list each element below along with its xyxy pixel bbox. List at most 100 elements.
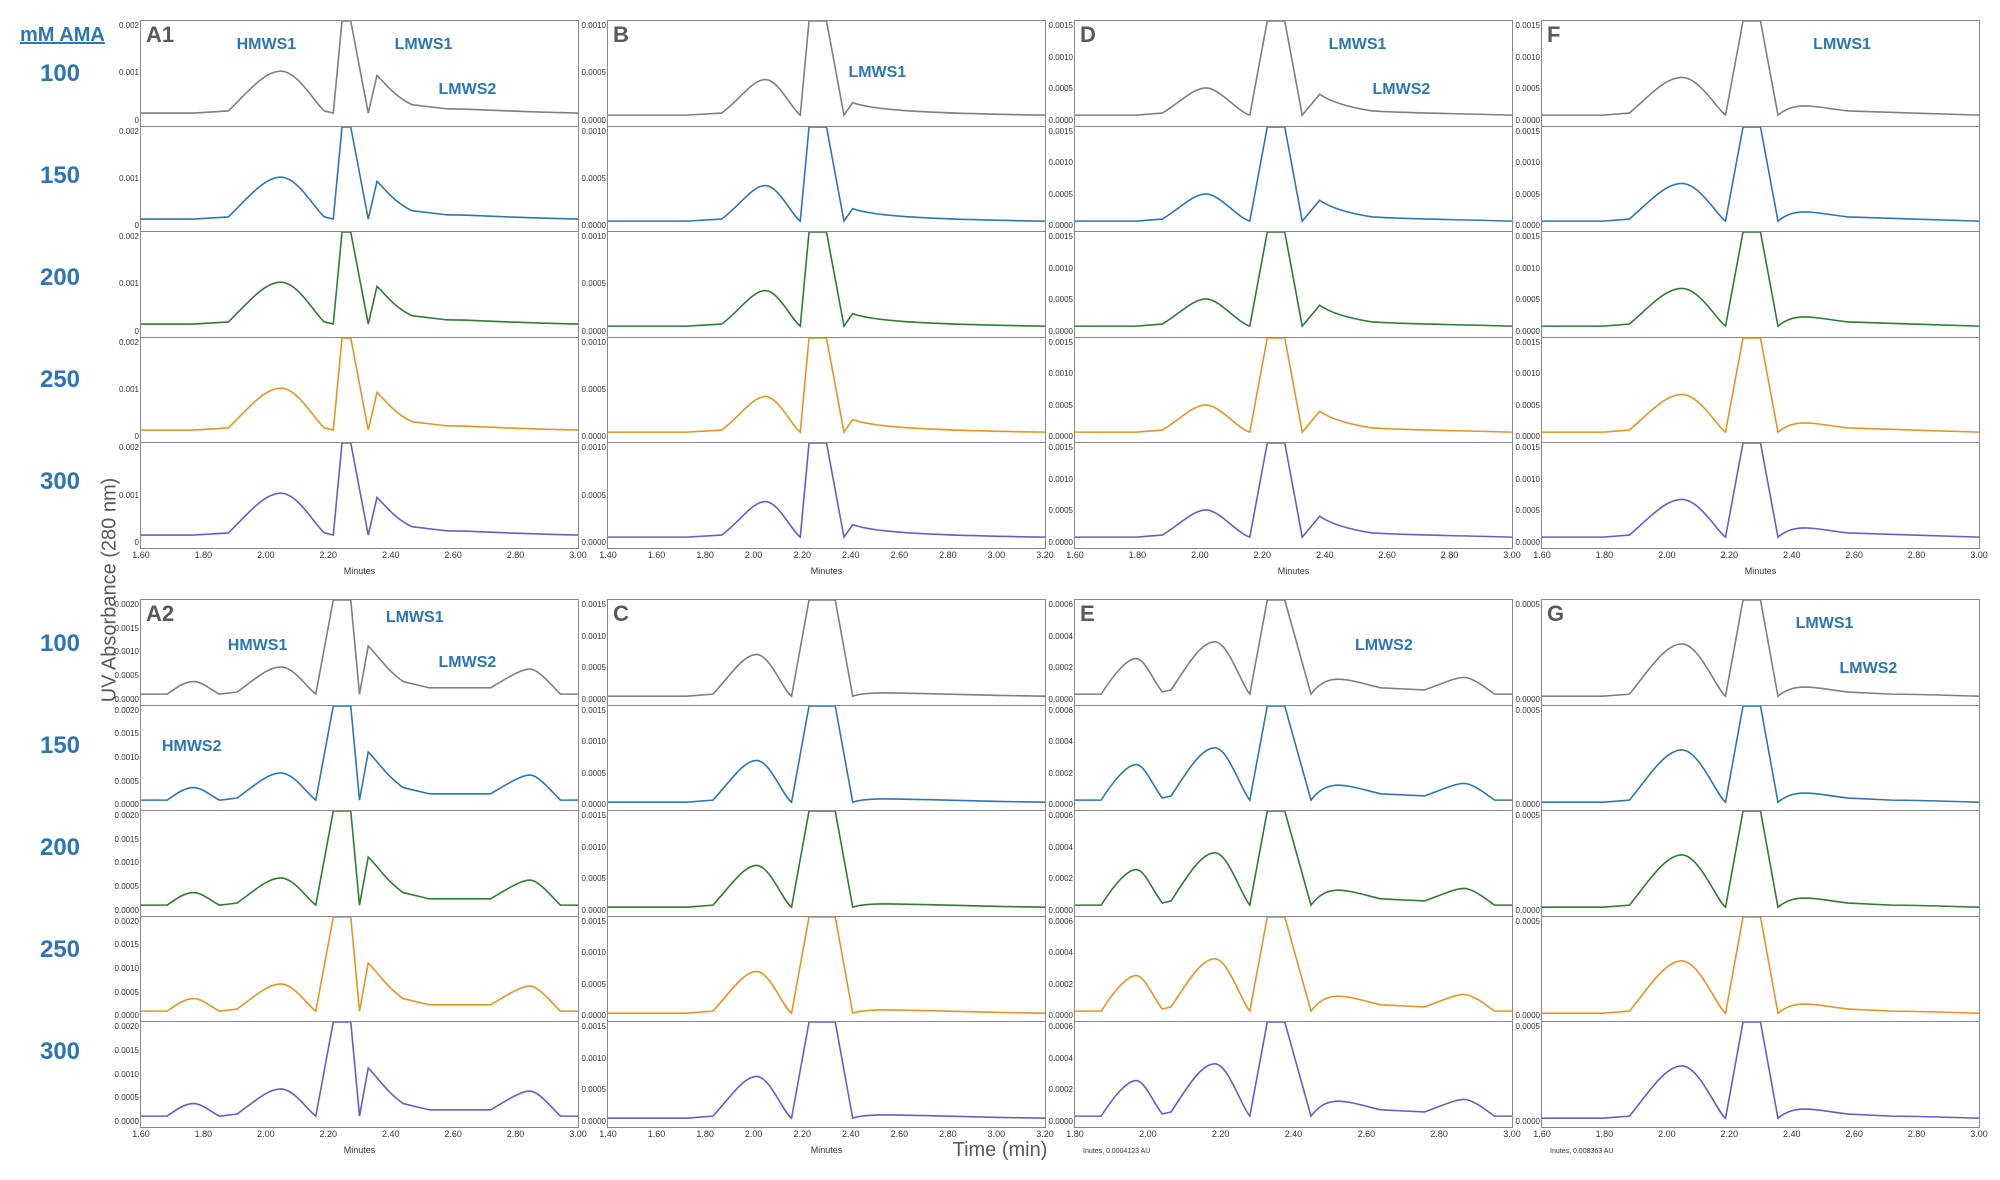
concentration-label: 200 [20,264,100,292]
x-axis-caption: Minutes [1278,566,1310,576]
panel-D: DLMWS1LMWS20.00150.00100.00050.00000.001… [1074,20,1513,581]
subplot: 0.00050.0000 [1541,599,1980,706]
subplot: 0.00200.00150.00100.00050.00001.601.802.… [140,1021,579,1128]
peak-label: LMWS1 [848,65,906,82]
peak-label: LMWS2 [439,655,497,672]
peak-label: HMWS2 [162,739,222,756]
panel-label: C [613,601,629,627]
panel-G: GLMWS1LMWS20.00050.00000.00050.00000.000… [1541,599,1980,1160]
x-axis-caption: Minutes [1745,566,1777,576]
subplot: 0.00200.00150.00100.00050.0000 [140,705,579,812]
y-ticks: 0.00050.0000 [1502,1022,1540,1127]
subplot: 0.00060.00040.00020.0000 [1074,916,1513,1023]
peak-label: HMWS1 [237,37,297,54]
subplot: 0.00100.00050.0000 [607,231,1046,338]
figure-root: mM AMA 100150200250300100150200250300 UV… [20,20,1980,1160]
panel-label: E [1080,601,1095,627]
y-ticks: 0.0020.0010 [101,127,139,232]
subplot: 0.00100.00050.0000 [607,337,1046,444]
y-ticks: 0.00150.00100.00050.0000 [568,600,606,705]
concentration-label: 300 [20,1038,100,1066]
concentration-label: 150 [20,732,100,760]
y-ticks: 0.00100.00050.0000 [568,443,606,548]
peak-label: LMWS1 [1329,37,1387,54]
x-ticks: 1.601.802.002.202.402.602.803.00 [1542,1129,1979,1141]
x-axis-caption: Inutes, 0.0004123 AU [1083,1148,1150,1155]
x-ticks: 1.601.802.002.202.402.602.803.00 [141,1129,578,1141]
concentration-label: 250 [20,936,100,964]
panel-label: D [1080,22,1096,48]
y-ticks: 0.00060.00040.00020.0000 [1035,1022,1073,1127]
y-ticks: 0.00150.00100.00050.0000 [1035,232,1073,337]
x-ticks: 1.802.002.202.402.602.803.00 [1075,1129,1512,1141]
panel-label: G [1547,601,1564,627]
y-ticks: 0.00100.00050.0000 [568,21,606,126]
y-ticks: 0.00100.00050.0000 [568,127,606,232]
subplot: 0.00060.00040.00020.0000 [1074,705,1513,812]
y-ticks: 0.0020.0010 [101,443,139,548]
y-ticks: 0.0020.0010 [101,21,139,126]
panel-label: F [1547,22,1560,48]
x-ticks: 1.401.601.802.002.202.402.602.803.003.20 [608,550,1045,562]
y-ticks: 0.00050.0000 [1502,917,1540,1022]
subplot: 0.00200.00150.00100.00050.0000 [140,810,579,917]
concentration-label: 150 [20,162,100,190]
panel-grid: A1HMWS1LMWS1LMWS20.0020.00100.0020.00100… [110,20,1980,1160]
peak-label: LMWS2 [1355,638,1413,655]
subplot: 0.0020.00101.601.802.002.202.402.602.803… [140,442,579,549]
y-ticks: 0.00100.00050.0000 [568,338,606,443]
peak-label: LMWS2 [1840,661,1898,678]
subplot: 0.00150.00100.00050.0000 [1541,337,1980,444]
y-ticks: 0.00060.00040.00020.0000 [1035,917,1073,1022]
x-ticks: 1.601.802.002.202.402.602.803.00 [1075,550,1512,562]
subplot: 0.00100.00050.00001.401.601.802.002.202.… [607,442,1046,549]
subplot: 0.00050.0000 [1541,810,1980,917]
panel-B: BLMWS10.00100.00050.00000.00100.00050.00… [607,20,1046,581]
y-ticks: 0.00200.00150.00100.00050.0000 [101,706,139,811]
subplot: 0.00060.00040.00020.00001.802.002.202.40… [1074,1021,1513,1128]
subplot: 0.00150.00100.00050.0000 [1541,20,1980,127]
subplot: 0.00100.00050.0000 [607,20,1046,127]
y-ticks: 0.00150.00100.00050.0000 [1035,127,1073,232]
subplot: 0.0020.0010 [140,231,579,338]
panel-label: B [613,22,629,48]
y-ticks: 0.00150.00100.00050.0000 [1502,338,1540,443]
x-axis-caption: Minutes [344,1145,376,1155]
y-ticks: 0.00100.00050.0000 [568,232,606,337]
x-ticks: 1.601.802.002.202.402.602.803.00 [1542,550,1979,562]
subplot: 0.00150.00100.00050.0000 [607,916,1046,1023]
y-ticks: 0.00200.00150.00100.00050.0000 [101,917,139,1022]
y-ticks: 0.00150.00100.00050.0000 [1035,338,1073,443]
subplot: 0.00150.00100.00050.0000 [1074,126,1513,233]
y-ticks: 0.00150.00100.00050.0000 [1502,443,1540,548]
subplot: 0.00150.00100.00050.0000 [607,599,1046,706]
subplot: 0.00150.00100.00050.00001.601.802.002.20… [1074,442,1513,549]
x-axis-label: Time (min) [953,1139,1048,1162]
peak-label: HMWS1 [228,638,288,655]
left-label-column: mM AMA 100150200250300100150200250300 [20,20,110,1160]
y-ticks: 0.00150.00100.00050.0000 [568,811,606,916]
subplot: 0.00150.00100.00050.00001.401.601.802.00… [607,1021,1046,1128]
x-axis-caption: Inutes, 0.008363 AU [1550,1148,1613,1155]
subplot: 0.00150.00100.00050.0000 [1074,231,1513,338]
y-ticks: 0.00150.00100.00050.0000 [568,1022,606,1127]
subplot: 0.0020.0010 [140,126,579,233]
panel-A1: A1HMWS1LMWS1LMWS20.0020.00100.0020.00100… [140,20,579,581]
y-ticks: 0.00150.00100.00050.0000 [1502,232,1540,337]
subplot: 0.0020.0010 [140,337,579,444]
subplot: 0.00050.00001.601.802.002.202.402.602.80… [1541,1021,1980,1128]
subplot: 0.00060.00040.00020.0000 [1074,599,1513,706]
subplot: 0.00060.00040.00020.0000 [1074,810,1513,917]
peak-label: LMWS2 [439,82,497,99]
subplot: 0.00100.00050.0000 [607,126,1046,233]
subplot: 0.00050.0000 [1541,916,1980,1023]
y-ticks: 0.00200.00150.00100.00050.0000 [101,811,139,916]
concentration-label: 250 [20,366,100,394]
y-ticks: 0.00150.00100.00050.0000 [1035,21,1073,126]
peak-label: LMWS1 [1813,37,1871,54]
peak-label: LMWS2 [1373,82,1431,99]
concentration-label: 100 [20,60,100,88]
y-ticks: 0.00150.00100.00050.0000 [1035,443,1073,548]
y-ticks: 0.00150.00100.00050.0000 [568,706,606,811]
panel-C: C0.00150.00100.00050.00000.00150.00100.0… [607,599,1046,1160]
